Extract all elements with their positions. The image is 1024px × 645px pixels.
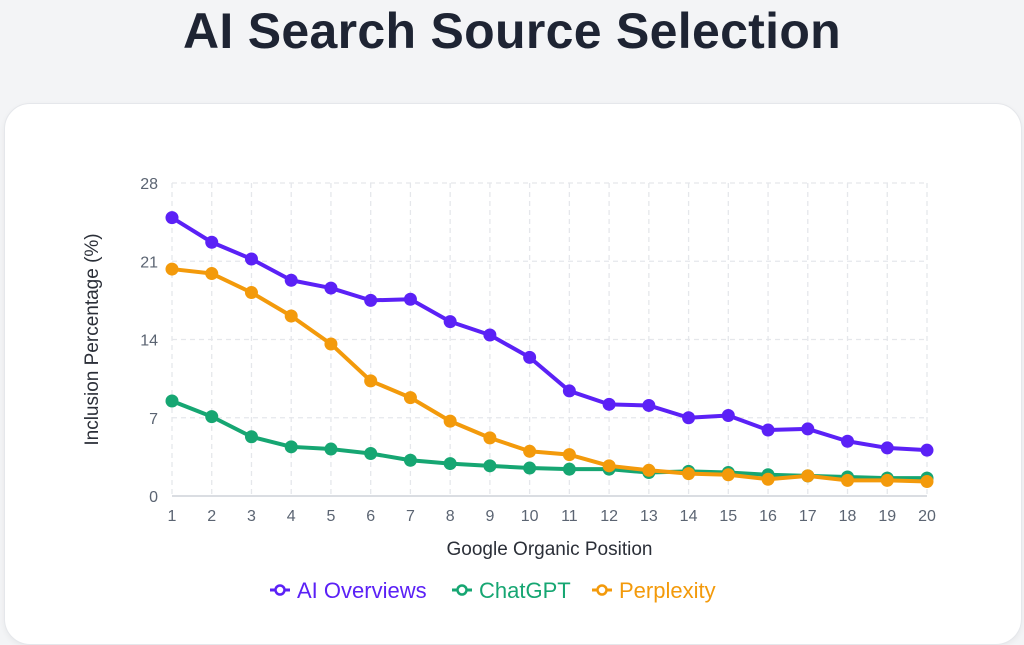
x-tick-label: 9	[485, 508, 494, 525]
data-point-chatgpt[interactable]	[284, 440, 298, 454]
x-tick-label: 18	[839, 508, 857, 525]
data-point-perplexity[interactable]	[403, 391, 417, 405]
chart-card	[4, 103, 1022, 645]
data-point-ai-overviews[interactable]	[920, 443, 934, 457]
data-point-chatgpt[interactable]	[205, 410, 219, 424]
x-tick-label: 6	[366, 508, 375, 525]
data-point-chatgpt[interactable]	[403, 453, 417, 467]
x-tick-label: 15	[719, 508, 737, 525]
legend-label: Perplexity	[619, 578, 716, 603]
data-point-ai-overviews[interactable]	[244, 252, 258, 266]
x-tick-label: 8	[446, 508, 455, 525]
data-point-chatgpt[interactable]	[443, 457, 457, 471]
data-point-ai-overviews[interactable]	[682, 411, 696, 425]
data-point-ai-overviews[interactable]	[801, 422, 815, 436]
x-tick-label: 17	[799, 508, 817, 525]
data-point-perplexity[interactable]	[801, 469, 815, 483]
data-point-perplexity[interactable]	[523, 444, 537, 458]
x-tick-label: 5	[326, 508, 335, 525]
data-point-perplexity[interactable]	[721, 468, 735, 482]
data-point-ai-overviews[interactable]	[880, 441, 894, 455]
y-tick-label: 0	[149, 489, 158, 506]
legend-item-perplexity[interactable]: Perplexity	[592, 578, 716, 603]
data-point-perplexity[interactable]	[761, 472, 775, 486]
x-tick-label: 16	[759, 508, 777, 525]
legend-swatch-marker	[596, 584, 608, 596]
legend-swatch-marker	[456, 584, 468, 596]
legend-swatch-marker	[274, 584, 286, 596]
data-point-ai-overviews[interactable]	[602, 397, 616, 411]
series-line-ai-overviews	[170, 215, 929, 453]
data-point-ai-overviews[interactable]	[523, 350, 537, 364]
x-tick-label: 7	[406, 508, 415, 525]
y-tick-label: 7	[149, 411, 158, 428]
data-point-ai-overviews[interactable]	[364, 293, 378, 307]
data-point-ai-overviews[interactable]	[205, 235, 219, 249]
y-axis-title: Inclusion Percentage (%)	[82, 233, 103, 445]
data-point-perplexity[interactable]	[165, 262, 179, 276]
data-point-perplexity[interactable]	[682, 467, 696, 481]
legend-item-chatgpt[interactable]: ChatGPT	[452, 578, 571, 603]
data-point-ai-overviews[interactable]	[284, 273, 298, 287]
data-point-perplexity[interactable]	[483, 431, 497, 445]
data-point-perplexity[interactable]	[920, 474, 934, 488]
data-point-chatgpt[interactable]	[324, 442, 338, 456]
data-point-perplexity[interactable]	[602, 459, 616, 473]
x-axis-title: Google Organic Position	[447, 539, 653, 560]
data-point-chatgpt[interactable]	[562, 462, 576, 476]
legend-item-ai-overviews[interactable]: AI Overviews	[270, 578, 427, 603]
data-point-chatgpt[interactable]	[523, 461, 537, 475]
x-tick-label: 1	[168, 508, 177, 525]
series-group	[165, 211, 934, 488]
y-tick-label: 21	[140, 254, 158, 271]
data-point-ai-overviews[interactable]	[761, 423, 775, 437]
data-point-chatgpt[interactable]	[244, 430, 258, 444]
x-tick-label: 11	[561, 508, 578, 525]
data-point-ai-overviews[interactable]	[403, 292, 417, 306]
data-point-perplexity[interactable]	[841, 473, 855, 487]
y-tick-label: 28	[140, 176, 158, 193]
legend-label: ChatGPT	[479, 578, 571, 603]
data-point-perplexity[interactable]	[562, 448, 576, 462]
x-tick-label: 12	[600, 508, 618, 525]
data-point-perplexity[interactable]	[880, 473, 894, 487]
x-tick-label: 2	[207, 508, 216, 525]
data-point-perplexity[interactable]	[364, 374, 378, 388]
data-point-chatgpt[interactable]	[165, 394, 179, 408]
data-point-ai-overviews[interactable]	[562, 384, 576, 398]
x-tick-label: 3	[247, 508, 256, 525]
page-title: AI Search Source Selection	[182, 3, 842, 59]
legend[interactable]: AI Overviews ChatGPT Perplexity	[270, 578, 716, 603]
series-line-chatgpt	[170, 398, 929, 481]
data-point-chatgpt[interactable]	[364, 447, 378, 461]
data-point-perplexity[interactable]	[244, 286, 258, 300]
data-point-ai-overviews[interactable]	[165, 211, 179, 225]
x-tick-label: 13	[640, 508, 658, 525]
data-point-perplexity[interactable]	[443, 414, 457, 428]
series-line-perplexity	[170, 267, 929, 484]
data-point-ai-overviews[interactable]	[324, 281, 338, 295]
x-tick-label: 19	[878, 508, 896, 525]
legend-label: AI Overviews	[297, 578, 427, 603]
y-tick-label: 14	[140, 333, 158, 350]
data-point-ai-overviews[interactable]	[721, 409, 735, 423]
x-tick-label: 4	[287, 508, 296, 525]
data-point-ai-overviews[interactable]	[642, 398, 656, 412]
data-point-chatgpt[interactable]	[483, 459, 497, 473]
x-tick-label: 10	[521, 508, 539, 525]
data-point-perplexity[interactable]	[324, 337, 338, 351]
x-tick-label: 20	[918, 508, 936, 525]
data-point-perplexity[interactable]	[205, 267, 219, 281]
data-point-ai-overviews[interactable]	[483, 328, 497, 342]
data-point-perplexity[interactable]	[284, 309, 298, 323]
x-tick-label: 14	[680, 508, 698, 525]
data-point-ai-overviews[interactable]	[841, 434, 855, 448]
data-point-perplexity[interactable]	[642, 463, 656, 477]
data-point-ai-overviews[interactable]	[443, 315, 457, 329]
